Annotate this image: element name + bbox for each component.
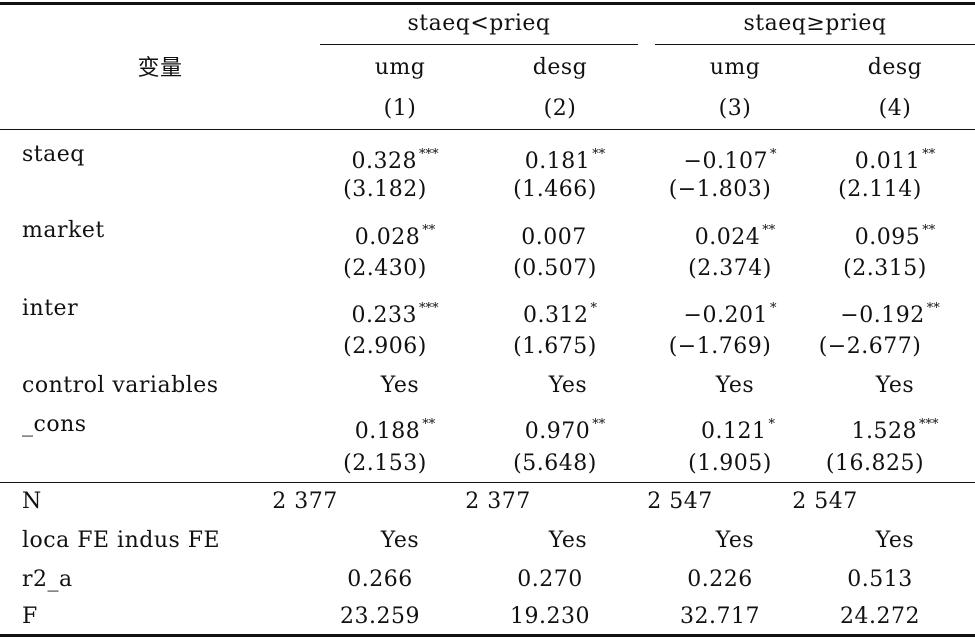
f-val-1: 23.259 — [340, 604, 420, 629]
control-val-4: Yes — [875, 373, 915, 398]
group-right-underline — [655, 44, 975, 45]
market-coef-3: 0.024 ** — [694, 223, 776, 250]
fe-val-1: Yes — [380, 528, 420, 553]
model-1-num: (1) — [383, 96, 417, 121]
cons-t-1: (2.153) — [343, 451, 427, 476]
cons-bottom-rule — [0, 482, 975, 483]
row-label-market: market — [22, 218, 105, 243]
model-2-num: (2) — [543, 96, 577, 121]
market-t-3: (2.374) — [688, 256, 772, 281]
cons-coef-2: 0.970 ** — [524, 417, 606, 444]
control-val-2: Yes — [548, 373, 588, 398]
row-label-r2: r2_a — [22, 567, 73, 592]
cons-coef-1: 0.188 ** — [354, 417, 436, 444]
cons-t-4: (16.825) — [825, 451, 925, 476]
model-3-dep: umg — [709, 55, 761, 80]
staeq-t-1: (3.182) — [343, 177, 427, 202]
control-val-1: Yes — [380, 373, 420, 398]
fe-val-4: Yes — [875, 528, 915, 553]
row-label-staeq: staeq — [22, 142, 85, 167]
cons-coef-4: 1.528 *** — [851, 417, 939, 444]
row-label-n: N — [22, 489, 42, 514]
row-label-f: F — [22, 604, 38, 629]
row-label-fe: loca FE indus FE — [22, 528, 221, 553]
inter-coef-4: −0.192 ** — [840, 301, 940, 328]
staeq-t-2: (1.466) — [513, 177, 597, 202]
f-val-4: 24.272 — [840, 604, 920, 629]
model-3-num: (3) — [718, 96, 752, 121]
r2-val-1: 0.266 — [347, 567, 413, 592]
row-label-inter: inter — [22, 296, 79, 321]
inter-t-1: (2.906) — [343, 334, 427, 359]
model-2-dep: desg — [532, 55, 588, 80]
staeq-coef-1: 0.328 *** — [351, 147, 439, 174]
n-val-1: 2 377 — [272, 489, 338, 514]
r2-val-4: 0.513 — [847, 567, 913, 592]
staeq-coef-3: −0.107 * — [683, 147, 777, 174]
group-right-header: staeq≥prieq — [743, 11, 887, 36]
staeq-coef-4: 0.011 ** — [854, 147, 936, 174]
header-rule — [0, 129, 975, 130]
inter-t-4: (−2.677) — [818, 334, 922, 359]
variable-header: 变量 — [137, 56, 183, 81]
inter-coef-1: 0.233 *** — [351, 301, 439, 328]
r2-val-2: 0.270 — [517, 567, 583, 592]
cons-t-3: (1.905) — [688, 451, 772, 476]
fe-val-2: Yes — [548, 528, 588, 553]
f-val-2: 19.230 — [510, 604, 590, 629]
model-4-num: (4) — [878, 96, 912, 121]
staeq-t-4: (2.114) — [838, 177, 922, 202]
market-coef-2: 0.007 — [521, 225, 587, 250]
market-t-1: (2.430) — [343, 256, 427, 281]
inter-coef-2: 0.312 * — [523, 301, 597, 328]
group-left-underline — [320, 44, 638, 45]
n-val-2: 2 377 — [465, 489, 531, 514]
inter-coef-3: −0.201 * — [683, 301, 777, 328]
r2-val-3: 0.226 — [687, 567, 753, 592]
row-label-cons: _cons — [22, 412, 87, 437]
control-val-3: Yes — [715, 373, 755, 398]
row-label-control: control variables — [22, 373, 219, 398]
n-val-3: 2 547 — [647, 489, 713, 514]
staeq-t-3: (−1.803) — [668, 177, 772, 202]
cons-coef-3: 0.121 * — [701, 417, 775, 444]
inter-t-2: (1.675) — [513, 334, 597, 359]
bottom-rule — [0, 634, 975, 637]
market-t-4: (2.315) — [843, 256, 927, 281]
model-4-dep: desg — [867, 55, 923, 80]
n-val-4: 2 547 — [792, 489, 858, 514]
market-coef-4: 0.095 ** — [854, 223, 936, 250]
market-t-2: (0.507) — [513, 256, 597, 281]
group-left-header: staeq<prieq — [407, 11, 551, 36]
staeq-coef-2: 0.181 ** — [524, 147, 606, 174]
model-1-dep: umg — [374, 55, 426, 80]
market-coef-1: 0.028 ** — [354, 223, 436, 250]
fe-val-3: Yes — [715, 528, 755, 553]
cons-t-2: (5.648) — [513, 451, 597, 476]
f-val-3: 32.717 — [680, 604, 760, 629]
inter-t-3: (−1.769) — [668, 334, 772, 359]
top-rule — [0, 2, 975, 5]
